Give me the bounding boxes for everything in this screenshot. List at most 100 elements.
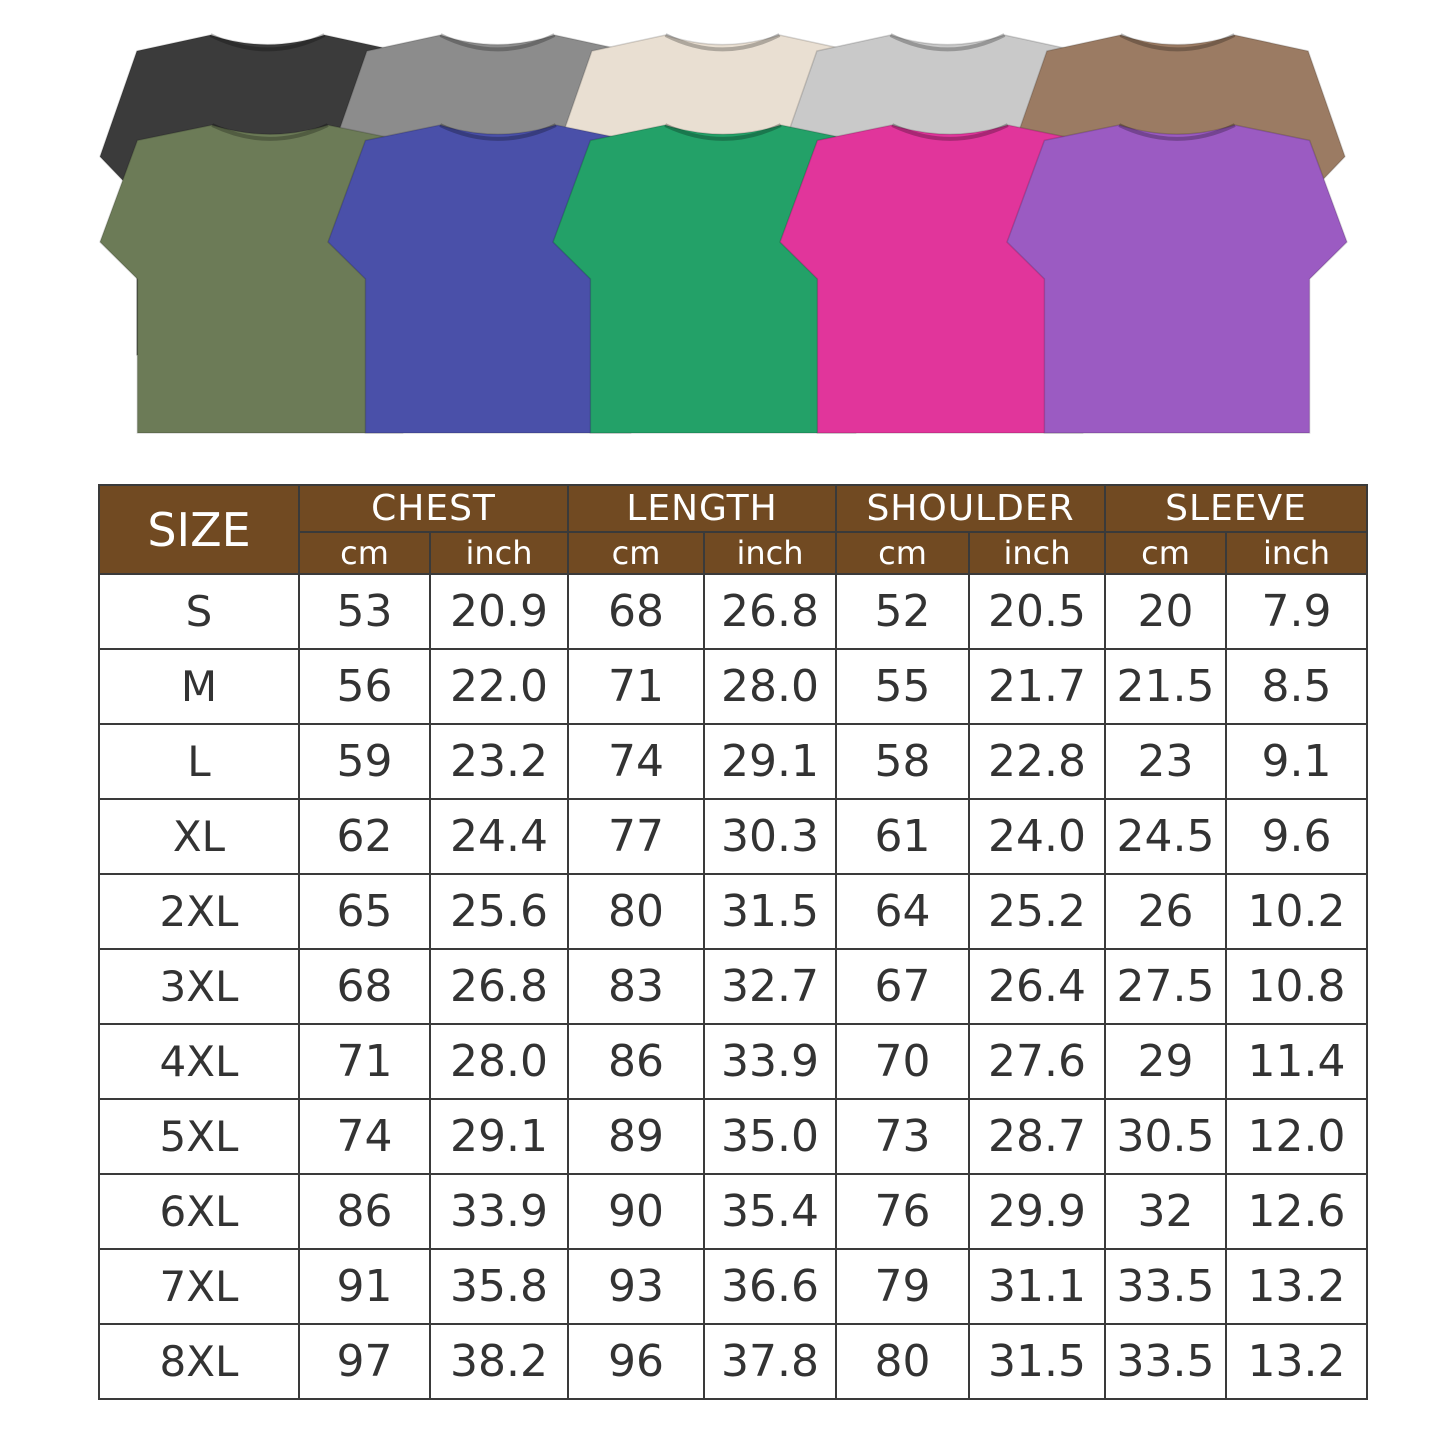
measurement-cell: 9.1 <box>1225 723 1369 800</box>
measurement-cell: 20.5 <box>968 573 1107 650</box>
measurement-cell: 31.1 <box>968 1248 1107 1325</box>
measurement-cell: 33.5 <box>1104 1248 1228 1325</box>
size-cell: 2XL <box>98 873 300 950</box>
measurement-cell: 35.8 <box>428 1248 570 1325</box>
measurement-cell: 29.1 <box>428 1098 570 1175</box>
size-cell: 8XL <box>98 1323 300 1400</box>
size-cell: 5XL <box>98 1098 300 1175</box>
measurement-cell: 71 <box>298 1023 431 1100</box>
size-cell: 6XL <box>98 1173 300 1250</box>
size-cell: 3XL <box>98 948 300 1025</box>
measurement-cell: 97 <box>298 1323 431 1400</box>
measurement-cell: 23 <box>1104 723 1228 800</box>
unit-header-inch: inch <box>703 531 838 575</box>
measurement-cell: 13.2 <box>1225 1323 1369 1400</box>
measurement-cell: 13.2 <box>1225 1248 1369 1325</box>
table-row: S 53 20.9 68 26.8 52 20.5 20 7.9 <box>98 573 1369 650</box>
measurement-cell: 23.2 <box>428 723 570 800</box>
measurement-cell: 80 <box>567 873 706 950</box>
measurement-cell: 73 <box>835 1098 971 1175</box>
measurement-cell: 29.1 <box>703 723 838 800</box>
table-row: XL 62 24.4 77 30.3 61 24.0 24.5 9.6 <box>98 798 1369 875</box>
measurement-cell: 32 <box>1104 1173 1228 1250</box>
measurement-cell: 83 <box>567 948 706 1025</box>
measurement-cell: 28.0 <box>703 648 838 725</box>
measurement-cell: 91 <box>298 1248 431 1325</box>
measurement-cell: 25.6 <box>428 873 570 950</box>
measurement-cell: 58 <box>835 723 971 800</box>
measurement-cell: 37.8 <box>703 1323 838 1400</box>
measurement-cell: 65 <box>298 873 431 950</box>
measurement-cell: 74 <box>298 1098 431 1175</box>
measurement-cell: 71 <box>567 648 706 725</box>
measurement-cell: 26.4 <box>968 948 1107 1025</box>
unit-header-cm: cm <box>567 531 705 575</box>
size-cell: L <box>98 723 300 800</box>
unit-header-inch: inch <box>1225 531 1369 575</box>
measurement-cell: 31.5 <box>968 1323 1107 1400</box>
table-row: 7XL 91 35.8 93 36.6 79 31.1 33.5 13.2 <box>98 1248 1369 1325</box>
measurement-cell: 30.5 <box>1104 1098 1228 1175</box>
tshirt-color-variants <box>99 33 1348 434</box>
measurement-cell: 22.8 <box>968 723 1107 800</box>
measurement-cell: 53 <box>298 573 431 650</box>
measurement-cell: 56 <box>298 648 431 725</box>
measurement-cell: 89 <box>567 1098 706 1175</box>
unit-header-cm: cm <box>1104 531 1227 575</box>
measurement-cell: 96 <box>567 1323 706 1400</box>
unit-header-cm: cm <box>835 531 970 575</box>
size-cell: M <box>98 648 300 725</box>
measurement-cell: 7.9 <box>1225 573 1369 650</box>
measurement-cell: 10.8 <box>1225 948 1369 1025</box>
measurement-cell: 93 <box>567 1248 706 1325</box>
measurement-cell: 76 <box>835 1173 971 1250</box>
measurement-cell: 61 <box>835 798 971 875</box>
size-cell: S <box>98 573 300 650</box>
measurement-cell: 67 <box>835 948 971 1025</box>
measurement-cell: 38.2 <box>428 1323 570 1400</box>
measurement-cell: 74 <box>567 723 706 800</box>
size-cell: 7XL <box>98 1248 300 1325</box>
measurement-cell: 36.6 <box>703 1248 838 1325</box>
measurement-cell: 55 <box>835 648 971 725</box>
size-header: SIZE <box>98 484 300 575</box>
chest-header: CHEST <box>297 484 570 533</box>
measurement-cell: 28.0 <box>428 1023 570 1100</box>
measurement-cell: 86 <box>567 1023 706 1100</box>
measurement-cell: 22.0 <box>428 648 570 725</box>
measurement-cell: 33.5 <box>1104 1323 1228 1400</box>
measurement-cell: 24.0 <box>968 798 1107 875</box>
table-row: 2XL 65 25.6 80 31.5 64 25.2 26 10.2 <box>98 873 1369 950</box>
measurement-cell: 29 <box>1104 1023 1228 1100</box>
unit-header-inch: inch <box>428 531 570 575</box>
measurement-cell: 27.6 <box>968 1023 1107 1100</box>
unit-header-cm: cm <box>298 531 431 575</box>
measurement-cell: 20 <box>1104 573 1228 650</box>
measurement-cell: 52 <box>835 573 971 650</box>
measurement-cell: 10.2 <box>1225 873 1369 950</box>
measurement-cell: 68 <box>567 573 706 650</box>
measurement-cell: 8.5 <box>1225 648 1369 725</box>
measurement-cell: 30.3 <box>703 798 838 875</box>
measurement-cell: 9.6 <box>1225 798 1369 875</box>
table-row: L 59 23.2 74 29.1 58 22.8 23 9.1 <box>98 723 1369 800</box>
measurement-cell: 80 <box>835 1323 971 1400</box>
measurement-cell: 12.6 <box>1225 1173 1369 1250</box>
measurement-cell: 32.7 <box>703 948 838 1025</box>
measurement-cell: 24.4 <box>428 798 570 875</box>
size-chart-table: SIZE CHEST LENGTH SHOULDER SLEEVE cm inch… <box>98 484 1369 1400</box>
measurement-cell: 12.0 <box>1225 1098 1369 1175</box>
measurement-cell: 77 <box>567 798 706 875</box>
table-row: 8XL 97 38.2 96 37.8 80 31.5 33.5 13.2 <box>98 1323 1369 1400</box>
measurement-cell: 20.9 <box>428 573 570 650</box>
shoulder-header: SHOULDER <box>835 484 1107 533</box>
measurement-cell: 59 <box>298 723 431 800</box>
measurement-cell: 62 <box>298 798 431 875</box>
measurement-cell: 79 <box>835 1248 971 1325</box>
measurement-cell: 21.5 <box>1104 648 1228 725</box>
measurement-cell: 64 <box>835 873 971 950</box>
measurement-cell: 26 <box>1104 873 1228 950</box>
measurement-cell: 70 <box>835 1023 971 1100</box>
measurement-cell: 68 <box>298 948 431 1025</box>
table-row: 6XL 86 33.9 90 35.4 76 29.9 32 12.6 <box>98 1173 1369 1250</box>
